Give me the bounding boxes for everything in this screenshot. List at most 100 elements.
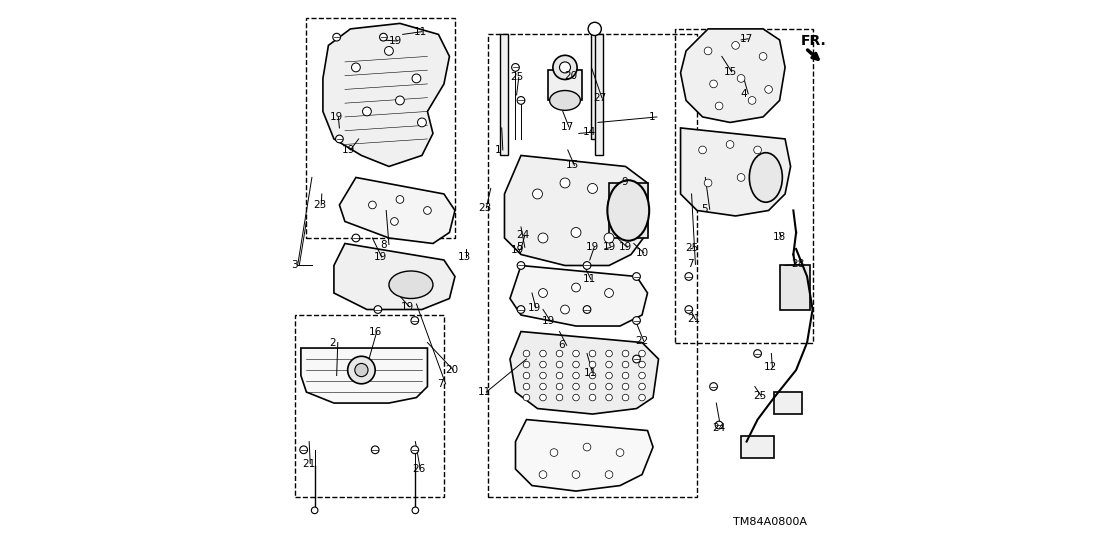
Circle shape [572,471,579,478]
Circle shape [418,118,427,127]
Circle shape [605,289,614,298]
Circle shape [716,421,722,429]
Text: 24: 24 [516,230,530,240]
Circle shape [540,361,546,368]
Text: 15: 15 [566,160,579,170]
Text: 25: 25 [685,243,698,253]
Circle shape [623,394,629,401]
Circle shape [633,317,640,325]
Circle shape [540,394,546,401]
Text: 22: 22 [635,336,648,346]
Circle shape [623,372,629,379]
Circle shape [355,363,368,377]
Text: 23: 23 [478,203,491,213]
Circle shape [556,350,563,357]
Text: 7: 7 [438,379,444,389]
Circle shape [556,372,563,379]
Circle shape [560,178,570,188]
Circle shape [573,394,579,401]
Circle shape [411,446,419,453]
Polygon shape [322,23,450,166]
Circle shape [375,306,382,314]
Circle shape [589,350,596,357]
Text: 27: 27 [594,93,607,103]
Text: 20: 20 [445,365,459,375]
Circle shape [606,383,613,390]
Bar [592,29,598,139]
Circle shape [540,383,546,390]
Circle shape [384,46,393,55]
Circle shape [685,306,692,314]
Circle shape [571,227,581,237]
Circle shape [606,350,613,357]
Circle shape [737,174,745,181]
Circle shape [412,507,419,514]
Text: 11: 11 [478,387,491,397]
Circle shape [540,372,546,379]
Circle shape [573,350,579,357]
Circle shape [362,107,371,116]
Text: 11: 11 [413,27,427,36]
Circle shape [589,394,596,401]
Circle shape [710,80,717,88]
Circle shape [553,55,577,80]
Text: TM84A0800A: TM84A0800A [733,517,807,527]
Circle shape [573,383,579,390]
Circle shape [685,273,692,280]
Circle shape [391,218,398,225]
Circle shape [638,383,645,390]
Circle shape [351,63,360,72]
Circle shape [638,394,645,401]
Circle shape [638,361,645,368]
Text: 19: 19 [511,245,524,255]
Circle shape [753,349,761,357]
Bar [741,436,774,458]
Circle shape [352,234,360,242]
Text: 24: 24 [712,423,726,433]
Text: 1: 1 [648,112,655,122]
Text: 3: 3 [291,260,298,270]
Text: 21: 21 [687,315,700,325]
Bar [307,18,455,238]
Bar [780,265,810,310]
Circle shape [556,383,563,390]
Circle shape [538,233,548,243]
Circle shape [423,207,431,215]
Text: 25: 25 [511,72,524,82]
Circle shape [561,305,570,314]
Text: 5: 5 [701,205,708,215]
Circle shape [710,383,717,390]
Text: 19: 19 [330,112,343,122]
Text: 10: 10 [635,248,648,258]
Circle shape [523,361,530,368]
Circle shape [638,372,645,379]
Text: 19: 19 [342,145,356,155]
Circle shape [412,74,421,83]
Text: 11: 11 [584,368,597,378]
Text: FR.: FR. [801,34,827,49]
Text: 25: 25 [753,392,767,401]
Circle shape [583,262,591,269]
Circle shape [512,64,520,71]
Circle shape [523,383,530,390]
Polygon shape [334,243,455,310]
Circle shape [633,273,640,280]
Circle shape [615,200,625,210]
Text: 19: 19 [542,316,555,326]
Ellipse shape [389,271,433,299]
Text: 19: 19 [619,242,633,252]
Text: 6: 6 [558,340,565,350]
Bar [609,183,647,238]
Text: 19: 19 [527,303,541,313]
Bar [488,34,697,497]
Ellipse shape [607,180,649,241]
Text: 4: 4 [740,89,747,99]
Circle shape [348,356,376,384]
Text: 19: 19 [401,302,414,312]
Circle shape [583,306,591,314]
Circle shape [753,146,761,154]
Bar [500,34,507,155]
Polygon shape [680,29,786,122]
Bar [548,70,582,101]
Circle shape [396,196,403,204]
